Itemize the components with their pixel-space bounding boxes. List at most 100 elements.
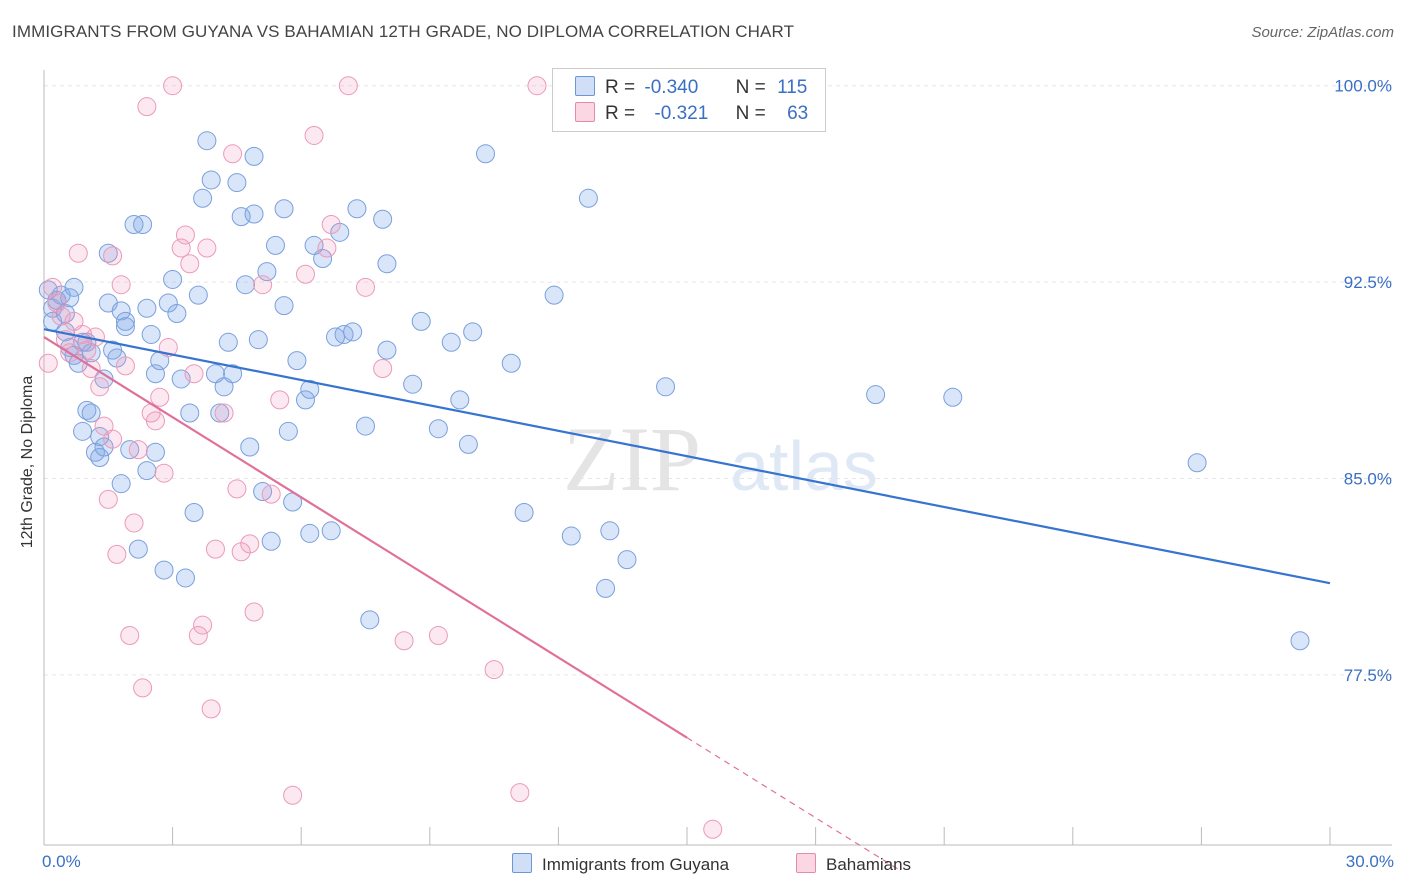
guyana-point [145,442,165,462]
guyana-point [544,285,564,305]
bahamians-point [133,678,153,698]
guyana-point [154,560,174,580]
guyana-point [60,288,80,308]
bahamians-point [107,544,127,564]
bahamians-point [428,626,448,646]
guyana-point [227,173,247,193]
bahamians-point [527,76,547,96]
guyana-swatch [575,76,595,96]
guyana-point [656,377,676,397]
guyana-point [171,369,191,389]
bahamians-point [244,602,264,622]
guyana-point [403,374,423,394]
guyana-point [300,379,320,399]
y-tick-label: 100.0% [1334,77,1392,96]
bahamians-point [90,377,110,397]
guyana-point [313,249,333,269]
bahamians-point [103,429,123,449]
guyana-point [81,403,101,423]
bahamians-point [205,539,225,559]
guyana-point [600,521,620,541]
guyana-point [287,351,307,371]
bahamians-point [163,76,183,96]
guyana-point [476,144,496,164]
bahamians-point [197,238,217,258]
guyana-point [347,199,367,219]
legend-swatch-guyana [512,853,532,873]
watermark-atlas: atlas [730,427,878,505]
bahamians-point [124,513,144,533]
guyana-point [64,277,84,297]
guyana-point [278,421,298,441]
bahamians-point [261,484,281,504]
bahamians-point [150,387,170,407]
n-value: 63 [787,103,809,124]
bahamians-point [154,463,174,483]
guyana-point [133,214,153,234]
guyana-point [295,390,315,410]
guyana-point [167,303,187,323]
bahamians-point [223,144,243,164]
bahamians-point [68,243,88,263]
bahamians-trendline-extension [686,737,902,872]
bahamians-point [227,479,247,499]
guyana-point [450,390,470,410]
guyana-point [163,269,183,289]
bahamians-point [304,125,324,145]
n-value: 115 [777,77,808,98]
bahamians-point [180,254,200,274]
bahamians-point [295,264,315,284]
guyana-point [377,340,397,360]
guyana-point [111,301,131,321]
bahamians-point [111,275,131,295]
y-tick-label: 77.5% [1344,666,1392,685]
x-axis-min-label: 0.0% [42,852,81,871]
bahamians-point [201,699,221,719]
guyana-point [141,324,161,344]
legend-label-bahamians: Bahamians [826,855,912,874]
bahamians-point [338,76,358,96]
bahamians-point [145,411,165,431]
guyana-point [441,332,461,352]
guyana-point [261,531,281,551]
r-label: R = [605,103,636,124]
y-tick-label: 85.0% [1344,469,1392,488]
y-tick-label: 92.5% [1344,273,1392,292]
guyana-point [377,254,397,274]
bahamians-point [373,358,393,378]
watermark-zip: ZIP [563,408,701,510]
guyana-point [244,204,264,224]
guyana-point [90,448,110,467]
r-value: -0.321 [654,103,709,124]
guyana-point [240,437,260,457]
guyana-point [265,235,285,255]
guyana-point [111,474,131,494]
bahamians-point [193,615,213,635]
bahamians-point [484,660,504,680]
legend-item-guyana[interactable]: Immigrants from Guyana [512,853,729,875]
bahamians-point [317,238,337,258]
bahamians-point [214,403,234,423]
bahamians-point [103,246,123,266]
r-label: R = [605,77,636,98]
n-label: N = [735,103,766,124]
bahamians-point [184,364,204,384]
legend-item-bahamians[interactable]: Bahamians [796,853,911,875]
x-axis-max-label: 30.0% [1345,852,1394,871]
bahamians-point [270,390,290,410]
r-value: -0.340 [644,77,699,98]
bahamians-point [510,783,530,803]
guyana-point [180,403,200,423]
chart-source: Source: ZipAtlas.com [1251,24,1394,41]
guyana-point [617,550,637,570]
guyana-point [244,146,264,166]
chart-title: IMMIGRANTS FROM GUYANA VS BAHAMIAN 12TH … [12,22,795,41]
guyana-point [596,578,616,598]
bahamians-point [128,440,148,460]
guyana-point [325,327,345,347]
guyana-point [428,419,448,439]
guyana-point [343,322,363,342]
n-label: N = [735,77,766,98]
stats-row-bahamians: R = -0.321 N = 63 [575,102,808,126]
